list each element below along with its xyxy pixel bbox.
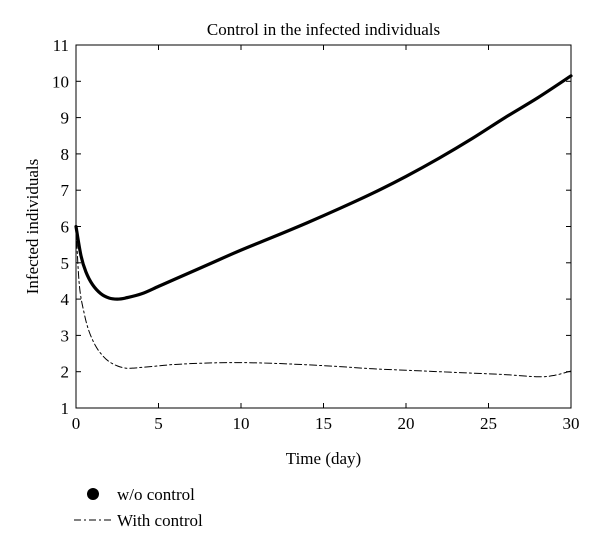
y-tick-label: 9 — [61, 109, 70, 128]
x-tick-label: 20 — [398, 414, 415, 433]
x-tick-label: 25 — [480, 414, 497, 433]
y-tick-label: 11 — [53, 36, 69, 55]
series-line-with-control — [75, 226, 572, 378]
legend-marker-wo-control — [87, 488, 99, 500]
series-layer — [74, 74, 573, 378]
y-tick-label: 6 — [61, 218, 70, 237]
plot-frame — [75, 44, 572, 409]
y-axis-ticks: 1 2 3 4 5 6 7 8 9 10 11 — [52, 36, 571, 418]
x-axis-ticks: 0 5 10 15 20 25 30 — [72, 45, 580, 433]
y-tick-label: 3 — [61, 326, 70, 345]
y-axis-label: Infected individuals — [23, 159, 42, 295]
y-tick-label: 1 — [61, 399, 70, 418]
legend: w/o control With control — [74, 485, 203, 530]
chart-title: Control in the infected individuals — [207, 20, 440, 39]
series-line-wo-control — [74, 74, 573, 301]
x-tick-label: 0 — [72, 414, 81, 433]
y-tick-label: 7 — [61, 181, 70, 200]
y-tick-label: 2 — [61, 363, 70, 382]
x-tick-label: 15 — [315, 414, 332, 433]
x-tick-label: 30 — [563, 414, 580, 433]
y-tick-label: 4 — [61, 290, 70, 309]
legend-label-wo-control: w/o control — [117, 485, 195, 504]
legend-label-with-control: With control — [117, 511, 203, 530]
x-tick-label: 10 — [233, 414, 250, 433]
x-tick-label: 5 — [154, 414, 163, 433]
y-tick-label: 8 — [61, 145, 70, 164]
y-tick-label: 10 — [52, 72, 69, 91]
x-axis-label: Time (day) — [286, 449, 361, 468]
y-tick-label: 5 — [61, 254, 70, 273]
